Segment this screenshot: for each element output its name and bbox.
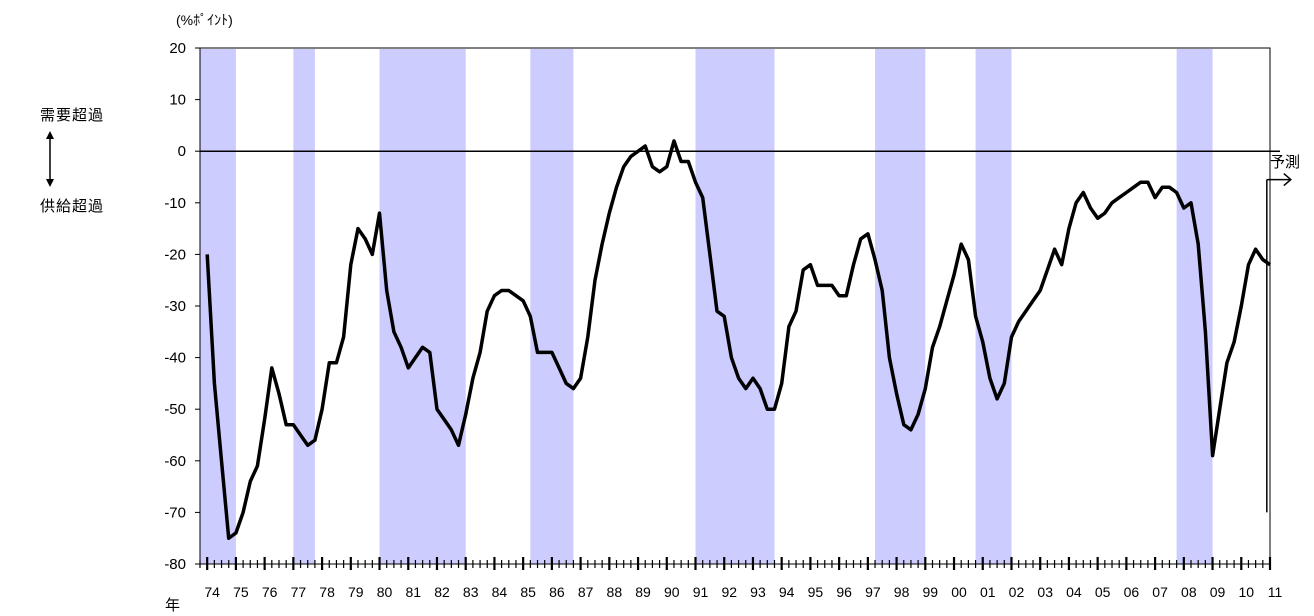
x-tick-label: 02 <box>1009 584 1025 600</box>
recession-band <box>975 49 1012 564</box>
y-tick-label: -80 <box>164 556 186 573</box>
x-tick-label: 76 <box>262 584 278 600</box>
y-tick-label: -70 <box>164 504 186 521</box>
up-down-arrow-icon <box>46 131 54 187</box>
x-tick-label: 92 <box>721 584 737 600</box>
x-tick-label: 81 <box>405 584 421 600</box>
series-line <box>205 139 1272 540</box>
x-tick-label: 11 <box>1268 584 1283 600</box>
x-tick-label: 09 <box>1210 584 1226 600</box>
x-tick-label: 90 <box>664 584 680 600</box>
recession-band <box>695 49 775 564</box>
x-tick-label: 06 <box>1124 584 1140 600</box>
x-tick-label: 03 <box>1037 584 1053 600</box>
x-tick-label: 91 <box>693 584 709 600</box>
forecast-label: 予測 <box>1270 154 1301 171</box>
x-tick-label: 07 <box>1152 584 1168 600</box>
x-tick-label: 86 <box>549 584 565 600</box>
y-axis: 20 10 0 -10 -20 -30 -40 -50 -60 -70 -80 <box>164 40 200 573</box>
x-tick-label: 80 <box>377 584 393 600</box>
x-tick-label: 98 <box>894 584 910 600</box>
x-axis-year-label: 年 <box>165 597 181 614</box>
y-tick-label: -60 <box>164 453 186 470</box>
y-tick-label: -10 <box>164 195 186 212</box>
excess-demand-label: 需要超過 <box>40 107 105 124</box>
x-tick-label: 75 <box>233 584 249 600</box>
x-tick-label: 79 <box>348 584 364 600</box>
x-tick-label: 78 <box>319 584 335 600</box>
recession-band <box>530 49 574 564</box>
x-tick-label: 89 <box>635 584 651 600</box>
x-tick-label: 96 <box>836 584 852 600</box>
x-axis: 74 75 76 77 78 79 80 81 82 83 84 85 86 87 88 89 90 91 92 93… <box>199 557 1283 600</box>
excess-supply-label: 供給超過 <box>40 198 105 215</box>
forecast-arrow-icon <box>1283 173 1292 187</box>
recession-band <box>293 49 315 564</box>
x-tick-label: 94 <box>779 584 795 600</box>
x-tick-label: 85 <box>520 584 536 600</box>
x-tick-label: 08 <box>1181 584 1197 600</box>
x-tick-label: 10 <box>1238 584 1254 600</box>
x-tick-label: 95 <box>808 584 824 600</box>
x-tick-label: 88 <box>607 584 623 600</box>
x-tick-label: 83 <box>463 584 479 600</box>
y-axis-unit-label: (%ﾎﾟｲﾝﾄ) <box>176 12 233 28</box>
x-tick-label: 05 <box>1095 584 1111 600</box>
x-tick-label: 74 <box>204 584 220 600</box>
y-tick-label: 20 <box>169 40 186 57</box>
y-tick-label: 10 <box>169 92 186 109</box>
x-tick-label: 99 <box>923 584 939 600</box>
y-tick-label: -20 <box>164 246 186 263</box>
y-tick-label: -40 <box>164 350 186 367</box>
x-tick-label: 97 <box>865 584 881 600</box>
x-tick-label: 82 <box>434 584 450 600</box>
x-tick-label: 04 <box>1066 584 1082 600</box>
x-tick-label: 87 <box>578 584 594 600</box>
recession-band <box>1176 49 1213 564</box>
recession-bands <box>200 49 1213 564</box>
x-tick-label: 84 <box>492 584 508 600</box>
forecast-marker <box>1266 173 1292 513</box>
x-tick-label: 00 <box>951 584 967 600</box>
x-tick-label: 01 <box>980 584 996 600</box>
x-tick-label: 77 <box>291 584 307 600</box>
y-tick-label: -50 <box>164 401 186 418</box>
y-tick-label: 0 <box>178 143 186 160</box>
x-tick-label: 93 <box>750 584 766 600</box>
recession-band <box>200 49 236 564</box>
recession-band <box>379 49 466 564</box>
y-tick-label: -30 <box>164 298 186 315</box>
